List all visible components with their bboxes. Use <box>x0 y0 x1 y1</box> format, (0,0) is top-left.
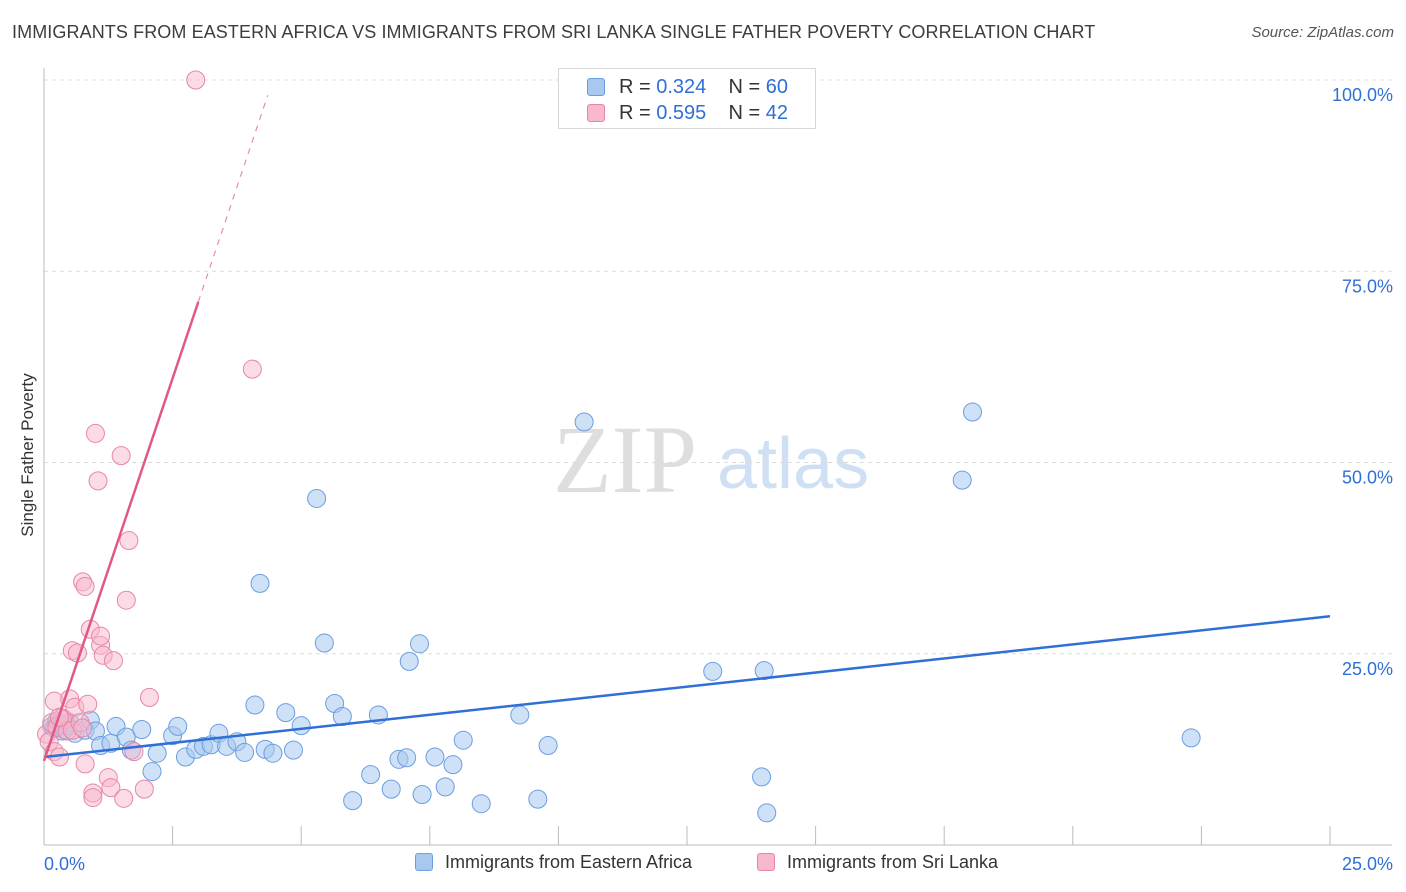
bottom-legend-label: Immigrants from Eastern Africa <box>445 852 693 872</box>
bottom-legend-swatch-blue <box>415 853 433 871</box>
legend-n-value: 42 <box>765 102 789 124</box>
data-point-eastern-africa <box>307 488 327 508</box>
y-tick-label: 75.0% <box>1342 276 1393 296</box>
data-point-sri-lanka <box>85 423 105 443</box>
data-point-eastern-africa <box>147 743 167 763</box>
data-point-eastern-africa <box>1181 728 1201 748</box>
data-point-sri-lanka <box>103 651 123 671</box>
data-point-eastern-africa <box>962 402 982 422</box>
y-tick-label: 25.0% <box>1342 659 1393 679</box>
data-point-eastern-africa <box>132 719 152 739</box>
y-tick-label: 50.0% <box>1342 468 1393 488</box>
legend-r-label: R = <box>619 102 657 124</box>
data-point-sri-lanka <box>134 779 154 799</box>
trend-line-sri-lanka-extension <box>197 95 269 303</box>
gridlines <box>44 79 1392 655</box>
data-point-sri-lanka <box>116 590 136 610</box>
data-point-eastern-africa <box>443 755 463 775</box>
data-point-sri-lanka <box>78 694 98 714</box>
data-point-eastern-africa <box>453 730 473 750</box>
legend-n-label: N = <box>728 102 766 124</box>
data-point-sri-lanka <box>119 531 139 551</box>
data-point-sri-lanka <box>139 687 159 707</box>
legend-swatch-blue <box>587 78 605 96</box>
data-point-sri-lanka <box>101 778 121 798</box>
data-point-eastern-africa <box>235 742 255 762</box>
data-point-eastern-africa <box>314 633 334 653</box>
data-point-eastern-africa <box>245 695 265 715</box>
legend-n-value: 60 <box>765 76 789 98</box>
data-point-eastern-africa <box>412 785 432 805</box>
data-point-eastern-africa <box>361 765 381 785</box>
data-point-sri-lanka <box>73 718 93 738</box>
bottom-legend-eastern-africa: Immigrants from Eastern Africa <box>415 852 692 873</box>
watermark-atlas: atlas <box>717 424 869 504</box>
data-point-eastern-africa <box>276 703 296 723</box>
axes <box>43 68 1392 846</box>
data-point-eastern-africa <box>528 789 548 809</box>
y-tick-label: 100.0% <box>1332 85 1393 105</box>
data-point-eastern-africa <box>471 794 491 814</box>
data-point-sri-lanka <box>242 359 262 379</box>
data-point-eastern-africa <box>425 747 445 767</box>
data-point-eastern-africa <box>703 661 723 681</box>
x-tick-label-max: 25.0% <box>1342 854 1393 874</box>
data-point-eastern-africa <box>343 791 363 811</box>
data-point-eastern-africa <box>250 573 270 593</box>
bottom-legend-sri-lanka: Immigrants from Sri Lanka <box>757 852 998 873</box>
legend-swatch-pink <box>587 104 605 122</box>
data-point-sri-lanka <box>91 626 111 646</box>
legend-r-label: R = <box>619 76 657 98</box>
bottom-legend-swatch-pink <box>757 853 775 871</box>
x-tick-label-min: 0.0% <box>44 854 85 874</box>
data-point-sri-lanka <box>88 471 108 491</box>
data-point-sri-lanka <box>114 788 134 808</box>
data-point-eastern-africa <box>538 736 558 756</box>
data-point-sri-lanka <box>75 754 95 774</box>
data-point-eastern-africa <box>752 767 772 787</box>
data-point-eastern-africa <box>397 748 417 768</box>
data-point-eastern-africa <box>510 705 530 725</box>
correlation-legend: R = 0.324 N = 60 R = 0.595 N = 42 <box>558 68 816 129</box>
trend-lines <box>42 95 1331 762</box>
data-point-sri-lanka <box>75 576 95 596</box>
data-point-sri-lanka <box>83 788 103 808</box>
data-point-eastern-africa <box>399 651 419 671</box>
tick-labels: 25.0% 50.0% 75.0% 100.0% 0.0% 25.0% <box>44 85 1393 874</box>
data-point-eastern-africa <box>142 762 162 782</box>
watermark-zip: ZIP <box>553 406 697 513</box>
legend-r-value: 0.595 <box>656 102 707 124</box>
legend-n-label: N = <box>728 76 766 98</box>
bottom-legend-label: Immigrants from Sri Lanka <box>787 852 999 872</box>
data-point-eastern-africa <box>754 661 774 681</box>
data-point-eastern-africa <box>381 779 401 799</box>
data-point-eastern-africa <box>952 470 972 490</box>
data-point-eastern-africa <box>263 743 283 763</box>
legend-r-value: 0.324 <box>656 76 707 98</box>
data-point-eastern-africa <box>168 716 188 736</box>
source-credit: Source: ZipAtlas.com <box>1251 24 1394 41</box>
trend-line-sri-lanka <box>42 301 200 762</box>
data-point-eastern-africa <box>291 716 311 736</box>
data-point-eastern-africa <box>435 777 455 797</box>
data-point-sri-lanka <box>186 70 206 90</box>
data-point-eastern-africa <box>283 740 303 760</box>
data-point-sri-lanka <box>111 446 131 466</box>
trend-line-eastern-africa <box>43 615 1331 759</box>
data-point-eastern-africa <box>574 412 594 432</box>
data-point-eastern-africa <box>757 803 777 823</box>
data-point-eastern-africa <box>410 634 430 654</box>
chart-title: IMMIGRANTS FROM EASTERN AFRICA VS IMMIGR… <box>12 22 1096 42</box>
series-sri-lanka-points <box>37 70 262 808</box>
